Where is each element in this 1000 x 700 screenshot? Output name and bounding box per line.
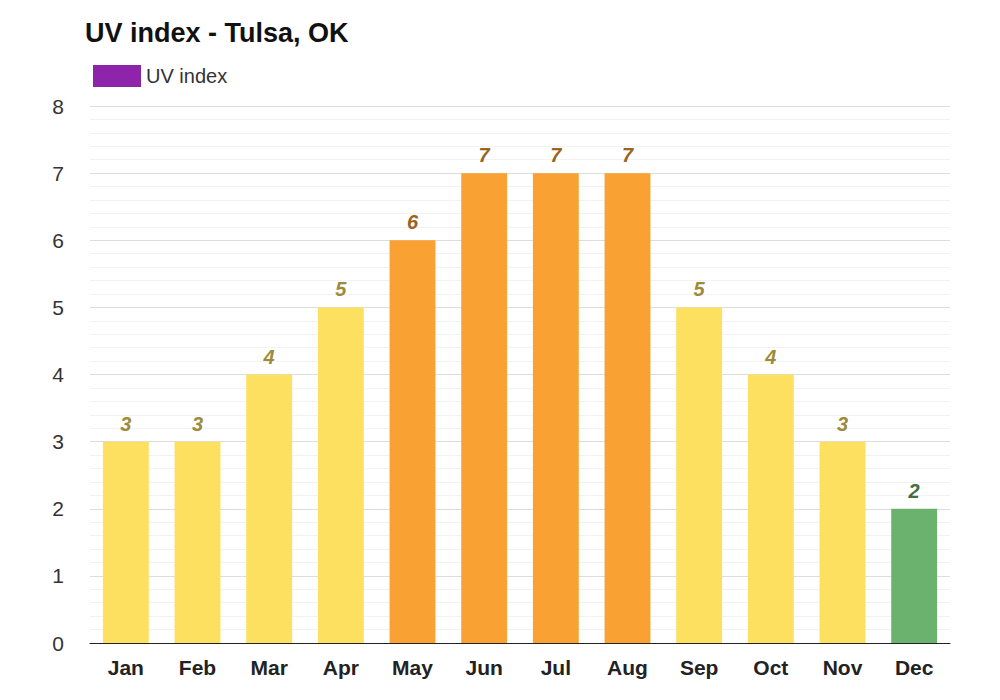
svg-text:Jun: Jun (465, 656, 502, 679)
svg-text:UV index - Tulsa, OK: UV index - Tulsa, OK (85, 18, 349, 48)
svg-text:May: May (392, 656, 433, 679)
svg-text:0: 0 (52, 632, 64, 655)
svg-text:Oct: Oct (753, 656, 788, 679)
svg-text:7: 7 (52, 162, 64, 185)
svg-text:3: 3 (120, 413, 131, 435)
svg-text:1: 1 (52, 564, 64, 587)
svg-text:Jul: Jul (541, 656, 571, 679)
svg-text:Nov: Nov (823, 656, 863, 679)
svg-text:4: 4 (263, 346, 275, 368)
svg-text:5: 5 (694, 278, 706, 300)
svg-text:Mar: Mar (250, 656, 287, 679)
svg-text:8: 8 (52, 95, 64, 118)
svg-text:3: 3 (192, 413, 203, 435)
svg-text:Dec: Dec (895, 656, 934, 679)
svg-text:Sep: Sep (680, 656, 719, 679)
svg-text:5: 5 (52, 296, 64, 319)
svg-text:6: 6 (52, 229, 64, 252)
svg-text:2: 2 (908, 480, 920, 502)
svg-text:3: 3 (52, 430, 64, 453)
svg-text:4: 4 (52, 363, 64, 386)
svg-text:2: 2 (52, 497, 64, 520)
svg-text:7: 7 (479, 144, 491, 166)
svg-text:3: 3 (837, 413, 848, 435)
svg-text:Jan: Jan (108, 656, 144, 679)
svg-text:Feb: Feb (179, 656, 216, 679)
svg-text:7: 7 (622, 144, 634, 166)
svg-text:4: 4 (764, 346, 776, 368)
svg-text:7: 7 (550, 144, 562, 166)
svg-text:Apr: Apr (323, 656, 359, 679)
svg-text:5: 5 (335, 278, 347, 300)
svg-text:UV index: UV index (146, 65, 227, 87)
svg-text:Aug: Aug (607, 656, 648, 679)
svg-text:6: 6 (407, 211, 419, 233)
